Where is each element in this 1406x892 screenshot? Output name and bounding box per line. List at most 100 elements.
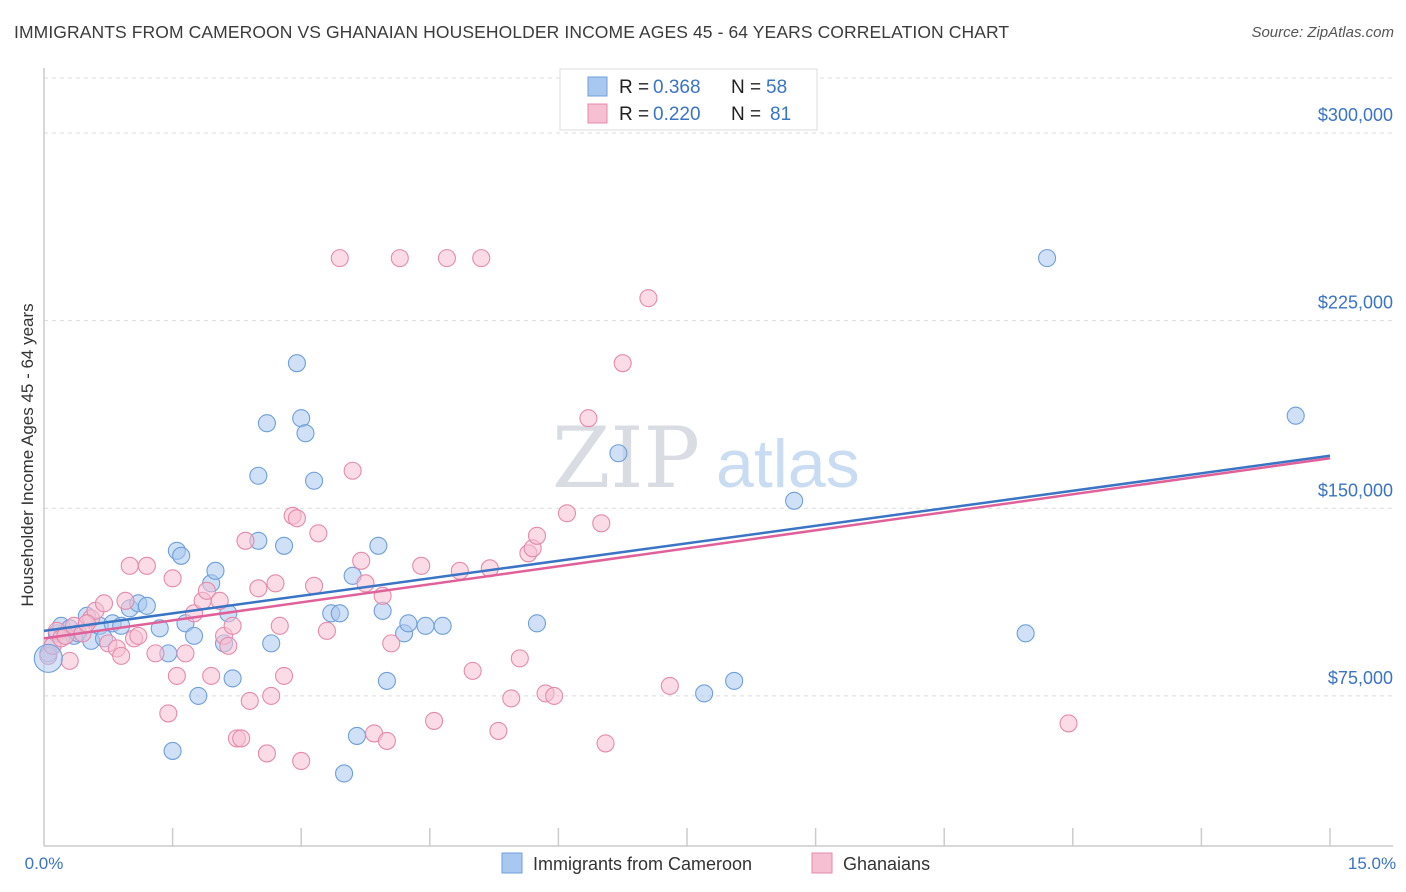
legend-r-label-ghanaians: R = <box>619 104 649 125</box>
axes <box>43 68 1393 847</box>
point-ghanaians <box>356 574 375 593</box>
y-tick-label: $225,000 <box>1318 293 1393 313</box>
point-ghanaians <box>219 636 238 655</box>
x-tick-label-start: 0.0% <box>25 854 64 873</box>
point-ghanaians <box>343 461 362 480</box>
point-cameroon <box>399 614 418 633</box>
point-cameroon <box>1016 624 1035 643</box>
point-ghanaians <box>592 514 611 533</box>
point-ghanaians <box>579 409 598 428</box>
point-cameroon <box>725 671 744 690</box>
y-axis-title: Householder Income Ages 45 - 64 years <box>18 303 37 606</box>
point-ghanaians <box>202 666 221 685</box>
legend-swatch-cameroon <box>587 76 608 97</box>
source-note: Source: ZipAtlas.com <box>1251 24 1394 41</box>
point-ghanaians <box>163 569 182 588</box>
point-ghanaians <box>167 666 186 685</box>
series-legend-label-cameroon: Immigrants from Cameroon <box>533 854 752 874</box>
point-ghanaians <box>232 729 251 748</box>
trend-line-cameroon <box>43 454 1331 633</box>
point-ghanaians <box>382 634 401 653</box>
point-ghanaians <box>94 594 114 613</box>
point-ghanaians <box>613 354 632 373</box>
point-cameroon <box>223 669 242 688</box>
point-ghanaians <box>270 616 289 635</box>
point-ghanaians <box>287 509 306 528</box>
point-ghanaians <box>309 524 328 543</box>
point-ghanaians <box>545 686 564 705</box>
legend-swatch-ghanaians <box>587 103 608 124</box>
point-ghanaians <box>639 289 658 308</box>
legend-n-label-ghanaians: N = <box>731 104 761 125</box>
point-cameroon <box>609 444 628 463</box>
point-ghanaians <box>377 731 396 750</box>
point-ghanaians <box>330 249 349 268</box>
point-cameroon <box>695 684 714 703</box>
point-ghanaians <box>463 661 482 680</box>
point-ghanaians <box>266 574 285 593</box>
point-cameroon <box>347 726 366 745</box>
point-cameroon <box>163 741 182 760</box>
y-tick-label: $150,000 <box>1318 480 1393 500</box>
point-ghanaians <box>437 249 456 268</box>
point-ghanaians <box>510 649 529 668</box>
series-legend-swatch-cameroon <box>501 852 523 874</box>
point-cameroon <box>433 616 452 635</box>
point-cameroon <box>249 466 268 485</box>
point-ghanaians <box>176 644 195 663</box>
legend-r-value-cameroon: 0.368 <box>653 77 701 98</box>
series-legend: Immigrants from Cameroon Ghanaians <box>501 852 930 874</box>
point-cameroon <box>416 616 435 635</box>
point-ghanaians <box>489 721 508 740</box>
point-ghanaians <box>502 689 521 708</box>
point-ghanaians <box>137 556 156 575</box>
point-ghanaians <box>112 646 131 665</box>
point-ghanaians <box>450 561 469 580</box>
point-ghanaians <box>275 666 294 685</box>
point-cameroon <box>206 561 225 580</box>
point-ghanaians <box>120 556 139 575</box>
point-cameroon <box>296 424 315 443</box>
legend-r-label-cameroon: R = <box>619 77 649 98</box>
point-ghanaians <box>240 691 259 710</box>
point-cameroon <box>184 626 204 645</box>
point-ghanaians <box>352 551 371 570</box>
point-cameroon <box>335 764 354 783</box>
legend-n-value-cameroon: 58 <box>766 77 787 98</box>
point-ghanaians <box>146 644 165 663</box>
series-legend-label-ghanaians: Ghanaians <box>843 854 930 874</box>
chart-title: IMMIGRANTS FROM CAMEROON VS GHANAIAN HOU… <box>14 22 1010 42</box>
point-ghanaians <box>557 504 577 523</box>
point-cameroon <box>257 414 276 433</box>
point-cameroon <box>137 596 156 615</box>
point-cameroon <box>373 601 392 620</box>
stats-legend: R = 0.368 N = 58 R = 0.220 N = 81 <box>559 68 818 131</box>
point-cameroon <box>292 409 311 428</box>
point-ghanaians <box>60 651 79 670</box>
y-tick-label: $300,000 <box>1318 105 1393 125</box>
point-cameroon <box>275 536 294 555</box>
point-cluster <box>33 643 63 673</box>
point-ghanaians <box>236 531 255 550</box>
legend-n-label-cameroon: N = <box>731 77 761 98</box>
y-tick-label: $75,000 <box>1328 668 1393 688</box>
point-cameroon <box>330 604 349 623</box>
point-cameroon <box>369 536 388 555</box>
point-ghanaians <box>305 576 324 595</box>
point-ghanaians <box>116 591 135 610</box>
y-tick-labels: $75,000 $150,000 $225,000 $300,000 <box>1318 105 1393 688</box>
point-ghanaians <box>527 526 547 545</box>
point-cameroon <box>287 354 306 373</box>
point-cameroon <box>262 634 281 653</box>
point-cameroon <box>172 546 191 565</box>
point-ghanaians <box>223 616 242 635</box>
legend-r-value-ghanaians: 0.220 <box>653 104 701 125</box>
point-ghanaians <box>257 744 276 763</box>
point-cameroon <box>1038 249 1057 268</box>
point-ghanaians <box>292 751 311 770</box>
point-ghanaians <box>425 711 444 730</box>
series-legend-swatch-ghanaians <box>811 852 833 874</box>
point-ghanaians <box>262 686 281 705</box>
point-ghanaians <box>317 621 336 640</box>
